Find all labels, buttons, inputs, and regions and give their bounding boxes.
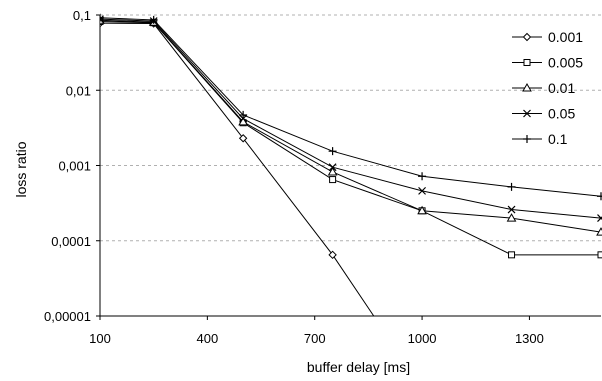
- x-tick-label: 1300: [515, 331, 544, 346]
- legend-label: 0.05: [548, 106, 575, 122]
- series-0.05: [100, 15, 602, 223]
- marker-plus: [149, 15, 158, 24]
- marker-plus: [507, 182, 516, 191]
- series-0.1: [100, 13, 602, 201]
- y-tick-label: 0,0001: [51, 234, 91, 249]
- marker-diamond: [328, 250, 337, 260]
- x-tick-label: 400: [197, 331, 219, 346]
- legend: 0.001 0.005 0.01 0.05 0.1: [512, 29, 583, 147]
- x-tick-label: 1000: [408, 331, 437, 346]
- legend-item-0.01: 0.01: [512, 80, 575, 96]
- legend-item-0.1: 0.1: [512, 131, 568, 147]
- marker-x: [507, 205, 516, 214]
- axes: [96, 14, 601, 320]
- y-tick-label: 0,00001: [44, 309, 91, 324]
- marker-triangle: [417, 205, 427, 215]
- marker-plus: [597, 192, 602, 201]
- legend-item-0.001: 0.001: [512, 29, 583, 45]
- marker-x: [597, 214, 602, 223]
- marker-triangle: [596, 227, 602, 236]
- y-tick-label: 0,1: [73, 8, 91, 23]
- x-tick-label: 100: [89, 331, 111, 346]
- marker-triangle: [506, 213, 517, 222]
- marker-square: [329, 176, 337, 184]
- series-0.005: [100, 17, 602, 259]
- series-line: [100, 20, 601, 256]
- marker-x: [328, 163, 337, 172]
- legend-item-0.005: 0.005: [512, 55, 583, 71]
- y-tick-label: 0,001: [58, 159, 91, 174]
- marker-plus: [100, 13, 104, 22]
- marker-plus: [239, 110, 248, 119]
- x-tick-label: 700: [304, 331, 326, 346]
- tick-labels: 0,1 0,01 0,001 0,0001 0,00001 100 400 700 1000 13…: [44, 8, 544, 346]
- marker-square: [597, 251, 602, 259]
- legend-label: 0.01: [548, 80, 575, 96]
- y-axis-label: loss ratio: [13, 141, 29, 197]
- legend-label: 0.005: [548, 55, 583, 71]
- x-axis-label: buffer delay [ms]: [307, 359, 410, 375]
- marker-diamond: [522, 32, 532, 42]
- legend-item-0.05: 0.05: [512, 106, 575, 122]
- marker-plus: [418, 172, 427, 181]
- marker-plus: [523, 135, 531, 143]
- legend-label: 0.001: [548, 29, 583, 45]
- series-0.01: [100, 15, 602, 236]
- series-group: [100, 13, 602, 317]
- marker-x: [100, 15, 104, 24]
- marker-diamond: [238, 134, 248, 143]
- marker-square: [523, 59, 531, 66]
- marker-triangle: [522, 82, 532, 92]
- marker-plus: [328, 147, 337, 156]
- series-line: [100, 19, 602, 233]
- marker-square: [508, 251, 516, 259]
- marker-triangle: [327, 166, 338, 176]
- marker-x: [418, 186, 426, 195]
- grid: [100, 14, 601, 242]
- marker-x: [523, 109, 531, 118]
- legend-label: 0.1: [548, 131, 568, 147]
- y-tick-label: 0,01: [66, 83, 91, 98]
